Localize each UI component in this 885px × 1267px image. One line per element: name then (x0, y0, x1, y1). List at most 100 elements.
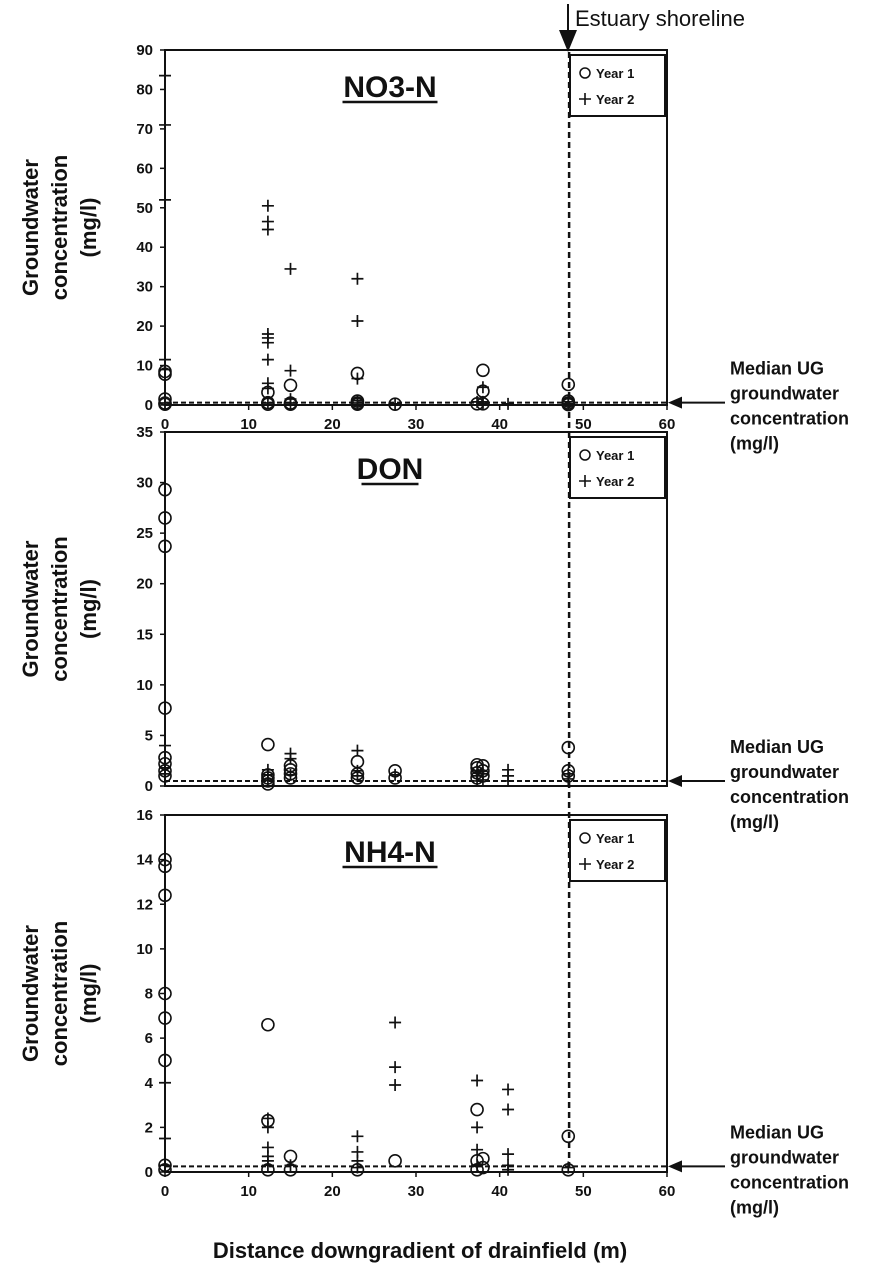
y-axis-label-line: Groundwater (18, 925, 43, 1062)
data-point-year1 (261, 737, 275, 752)
data-point-year2 (261, 223, 274, 236)
data-point-year2 (261, 1159, 274, 1172)
y-tick-label: 90 (136, 42, 153, 59)
y-tick-label: 80 (136, 81, 153, 98)
x-tick-label: 20 (324, 1183, 341, 1200)
median-arrowhead (668, 1160, 682, 1173)
median-note-line: groundwater (730, 762, 839, 782)
data-point-year1 (561, 377, 576, 392)
data-point-year2 (159, 69, 171, 82)
y-tick-label: 25 (136, 525, 153, 542)
y-axis-label-line: (mg/l) (76, 579, 101, 639)
data-point-year2 (476, 381, 489, 394)
y-axis-label-line: concentration (47, 536, 72, 681)
median-note-line: concentration (730, 1172, 849, 1192)
chart-panel-2: 0 5 10 15 20 25 30 35 DON Groundwater concentratio… (18, 424, 668, 795)
data-point-year2 (261, 397, 274, 410)
data-point-year2 (261, 199, 274, 212)
y-tick-label: 12 (136, 896, 153, 913)
data-point-year2 (351, 372, 364, 385)
x-tick-label: 40 (491, 1183, 508, 1200)
y-tick-label: 0 (145, 778, 153, 795)
data-point-year2 (284, 768, 297, 781)
y-tick-label: 70 (136, 121, 153, 138)
data-point-year2 (389, 768, 402, 781)
chart-title: NO3-N (343, 71, 436, 104)
x-tick-label: 50 (575, 416, 592, 433)
x-axis-label: Distance downgradient of drainfield (m) (213, 1238, 627, 1263)
median-arrowhead (668, 396, 682, 409)
legend-box (569, 819, 666, 882)
data-point-year2 (351, 744, 364, 757)
data-point-year2 (261, 773, 274, 786)
data-point-year2 (159, 767, 171, 780)
data-point-year2 (351, 397, 364, 410)
data-point-year2 (502, 774, 515, 787)
median-note-line: groundwater (730, 1147, 839, 1167)
data-point-year1 (158, 1053, 172, 1068)
y-axis-label-line: Groundwater (18, 159, 43, 296)
legend-label: Year 1 (596, 448, 634, 463)
x-tick-label: 0 (161, 1183, 169, 1200)
y-tick-label: 2 (145, 1119, 153, 1136)
data-point-year1 (158, 986, 172, 1001)
data-point-year2 (351, 1130, 364, 1143)
legend-marker-circle (579, 449, 591, 461)
data-point-year1 (158, 888, 172, 903)
y-axis-label-line: (mg/l) (76, 964, 101, 1024)
chart-title: NH4-N (344, 836, 436, 869)
y-tick-label: 15 (136, 626, 153, 643)
data-point-year2 (389, 1061, 402, 1074)
data-point-year2 (389, 397, 402, 410)
legend-label: Year 2 (596, 474, 634, 489)
data-point-year2 (284, 262, 297, 275)
data-point-year2 (389, 1078, 402, 1091)
x-tick-label: 50 (575, 1183, 592, 1200)
data-point-year2 (261, 353, 274, 366)
x-tick-label: 10 (240, 1183, 257, 1200)
y-axis-label-line: (mg/l) (76, 198, 101, 258)
data-point-year2 (284, 1159, 297, 1172)
data-point-year2 (471, 1159, 484, 1172)
data-point-year2 (159, 193, 171, 206)
data-point-year2 (476, 773, 489, 786)
median-note-line: (mg/l) (730, 1197, 779, 1217)
data-point-year1 (158, 539, 172, 554)
y-tick-label: 16 (136, 807, 153, 824)
y-axis-label-line: concentration (47, 155, 72, 300)
plot-frame (164, 431, 668, 787)
x-tick-label: 0 (161, 416, 169, 433)
y-tick-label: 5 (145, 727, 153, 744)
data-point-year2 (351, 1161, 364, 1174)
data-point-year2 (351, 272, 364, 285)
y-tick-label: 50 (136, 200, 153, 217)
data-point-year2 (389, 1016, 402, 1029)
data-point-year2 (471, 1074, 484, 1087)
legend-marker-plus (579, 475, 591, 487)
y-tick-label: 40 (136, 239, 153, 256)
y-axis-label: Groundwater concentration (mg/l) (18, 155, 101, 300)
data-point-year2 (284, 364, 297, 377)
y-tick-label: 6 (145, 1030, 153, 1047)
legend-marker-circle (579, 67, 591, 79)
median-note-line: concentration (730, 409, 849, 429)
median-note-line: Median UG (730, 359, 824, 379)
data-point-year2 (159, 1076, 171, 1089)
legend-marker-plus (579, 858, 591, 870)
y-tick-label: 4 (145, 1075, 154, 1092)
median-notes: Median UG groundwater concentration (mg/l) M… (668, 359, 849, 1217)
legend-label: Year 2 (596, 92, 634, 107)
y-tick-label: 10 (136, 941, 153, 958)
data-point-year2 (471, 774, 484, 787)
data-point-year2 (502, 1083, 515, 1096)
data-point-year2 (261, 382, 274, 395)
y-tick-label: 0 (145, 1164, 153, 1181)
chart-title: DON (357, 453, 424, 486)
y-tick-label: 20 (136, 576, 153, 593)
y-axis-label-line: Groundwater (18, 540, 43, 677)
y-axis-label: Groundwater concentration (mg/l) (18, 536, 101, 681)
data-point-year1 (158, 1011, 172, 1025)
chart-panel-3: 0 2 4 6 8 10 12 14 16 0 10 20 30 40 50 60 NH4-N Groundwat… (18, 807, 675, 1200)
